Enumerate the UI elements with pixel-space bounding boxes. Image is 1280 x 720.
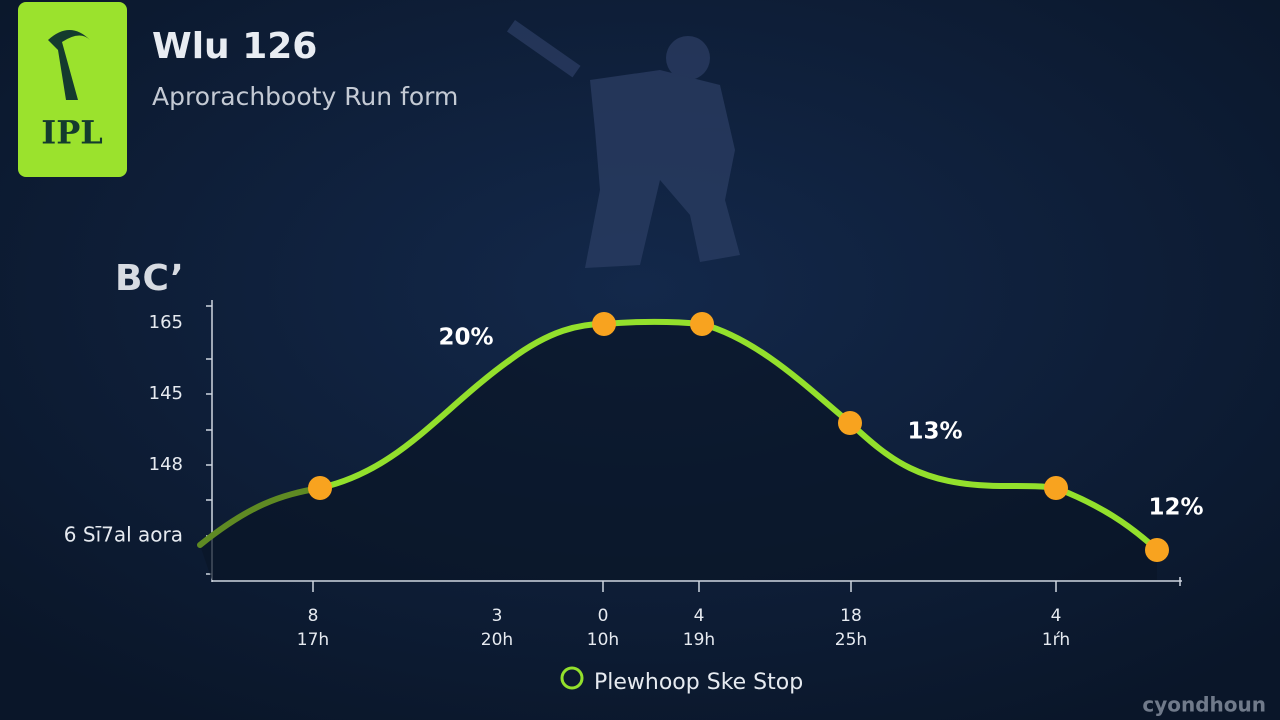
title: Wlu 126 <box>152 26 317 67</box>
logo-text: IPL <box>41 114 103 152</box>
legend-icon <box>560 666 584 690</box>
x-label-bottom: 17h <box>297 630 329 650</box>
x-label-bottom: 20h <box>481 630 513 650</box>
x-label-top: 18 <box>840 606 862 626</box>
y-label: 165 <box>149 312 183 333</box>
legend: Plewhoop Ske Stop <box>560 666 803 695</box>
annotation: 13% <box>907 419 962 445</box>
point <box>838 411 862 435</box>
axis-title: BC’ <box>115 258 184 299</box>
x-label-bottom: 25h <box>835 630 867 650</box>
annotation: 20% <box>438 325 493 351</box>
x-label-top: 0 <box>598 606 609 626</box>
watermark: cyondhoun <box>1142 693 1266 717</box>
subtitle: Aprorachbooty Run form <box>152 82 458 111</box>
points <box>308 312 1169 562</box>
player-silhouette <box>506 20 740 268</box>
point <box>592 312 616 336</box>
x-label-top: 4 <box>1051 606 1062 626</box>
x-label-top: 8 <box>308 606 319 626</box>
y-label: 148 <box>149 454 183 475</box>
x-label-bottom: 19h <box>683 630 715 650</box>
x-label-bottom: 10h <box>587 630 619 650</box>
curve-fade <box>197 485 323 548</box>
point <box>1145 538 1169 562</box>
y-label: 6 Sī7al aora <box>64 523 183 547</box>
x-label-top: 3 <box>492 606 503 626</box>
x-label-bottom: 1ŕh <box>1042 630 1070 650</box>
annotation: 12% <box>1148 495 1203 521</box>
x-labels: 8 17h 3 20h 0 10h 4 19h 18 25h 4 1ŕh <box>297 606 1070 650</box>
point <box>690 312 714 336</box>
annotations: 20% 13% 12% <box>438 325 1203 521</box>
legend-text: Plewhoop Ske Stop <box>594 670 803 695</box>
y-labels: 165 145 148 6 Sī7al aora <box>64 312 183 547</box>
point <box>308 476 332 500</box>
x-label-top: 4 <box>694 606 705 626</box>
logo-emblem <box>48 30 90 100</box>
point <box>1044 476 1068 500</box>
area <box>200 324 1157 580</box>
y-label: 145 <box>149 383 183 404</box>
